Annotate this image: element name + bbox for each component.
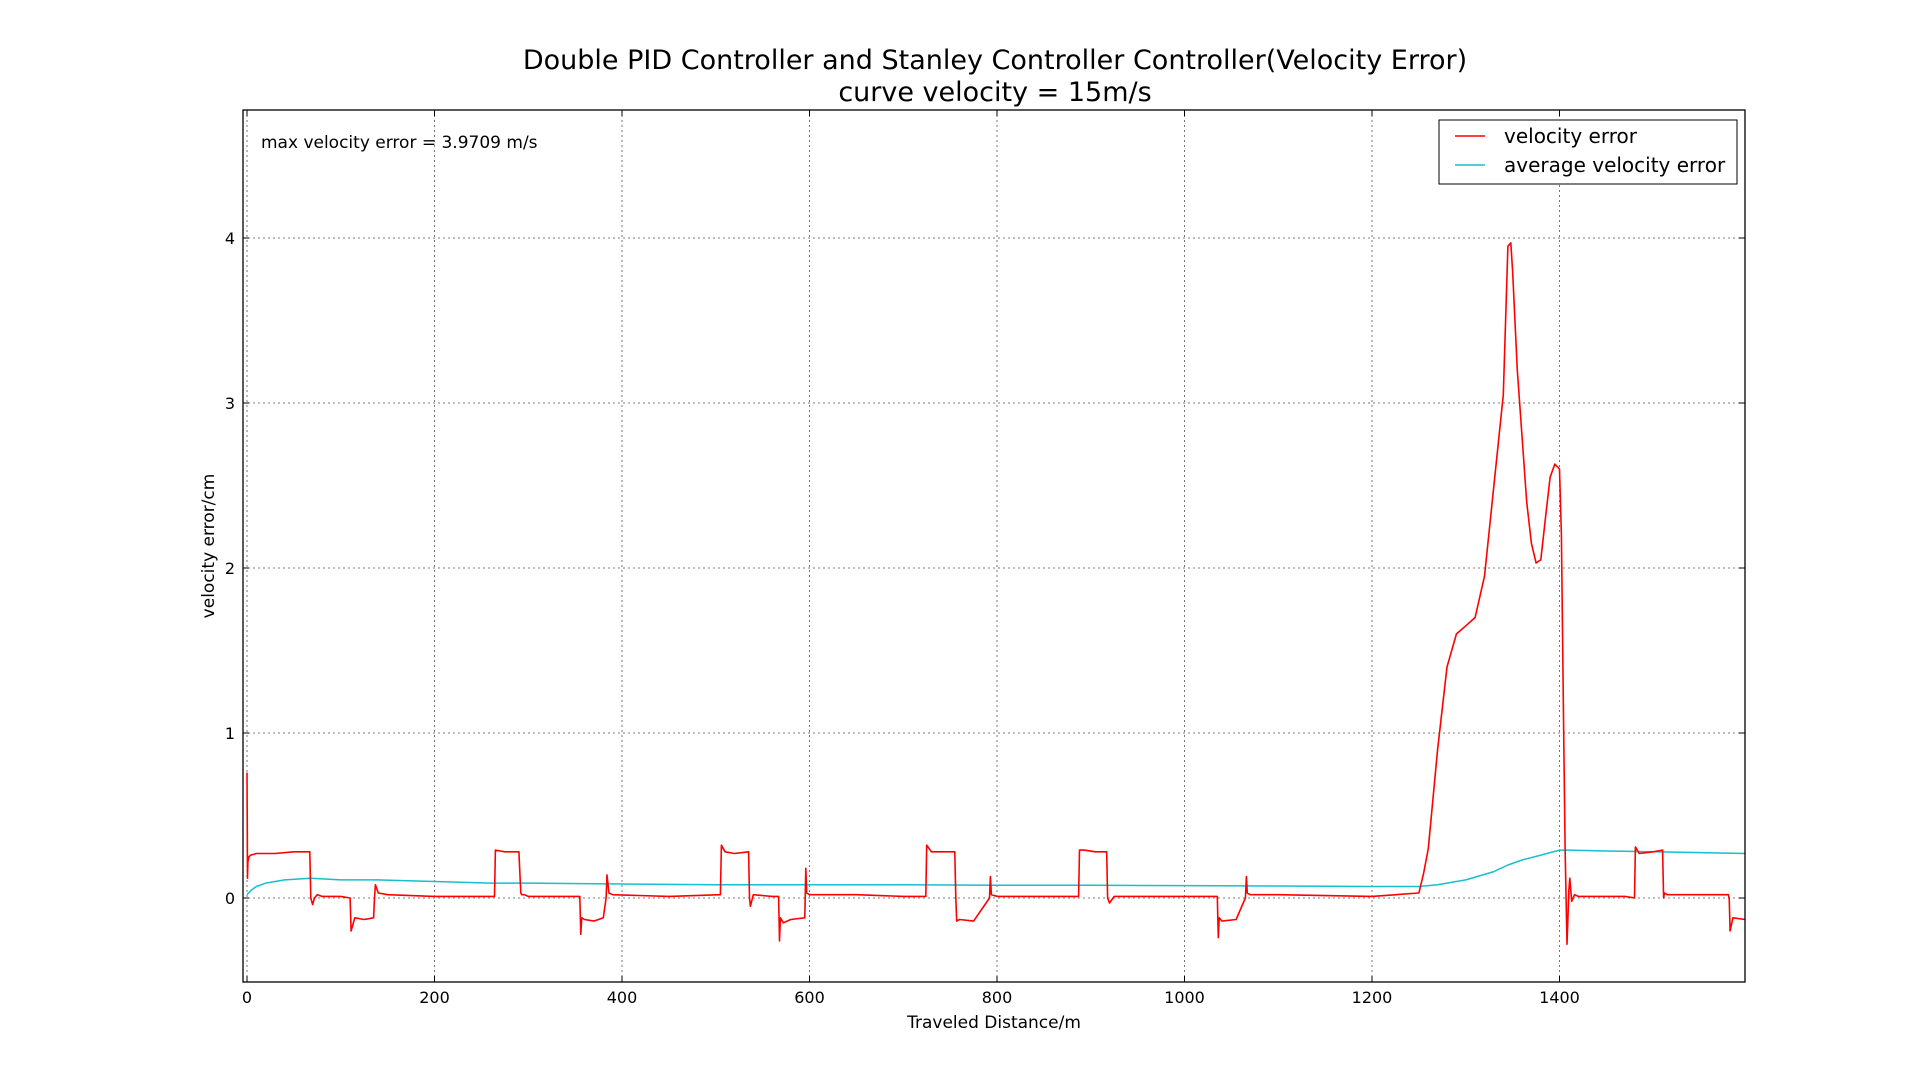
axis-ticks: 0 200 400 600 800 1000 1200 1400 0 1 2 3 4 bbox=[225, 110, 1745, 1007]
velocity-error-line bbox=[246, 242, 1746, 945]
series-layer bbox=[246, 242, 1746, 945]
plot-frame bbox=[242, 109, 1746, 983]
max-error-annotation: max velocity error = 3.9709 m/s bbox=[261, 133, 538, 153]
legend: velocity error average velocity error bbox=[1438, 119, 1738, 185]
x-tick-label: 600 bbox=[794, 988, 825, 1007]
chart-subtitle: curve velocity = 15m/s bbox=[838, 77, 1151, 108]
x-tick-label: 1200 bbox=[1352, 988, 1393, 1007]
y-tick-label: 0 bbox=[225, 889, 235, 908]
y-tick-label: 1 bbox=[225, 724, 235, 743]
chart-title: Double PID Controller and Stanley Contro… bbox=[523, 45, 1467, 76]
y-tick-label: 2 bbox=[225, 559, 235, 578]
y-axis-label: velocity error/cm bbox=[199, 474, 219, 619]
x-tick-label: 1400 bbox=[1539, 988, 1580, 1007]
y-tick-label: 4 bbox=[225, 229, 235, 248]
x-tick-label: 200 bbox=[419, 988, 450, 1007]
average-velocity-error-line bbox=[246, 849, 1746, 896]
x-tick-label: 0 bbox=[242, 988, 252, 1007]
y-tick-label: 3 bbox=[225, 394, 235, 413]
grid-lines bbox=[243, 110, 1745, 982]
legend-label-average-velocity-error: average velocity error bbox=[1504, 153, 1726, 177]
legend-box bbox=[1438, 119, 1738, 185]
x-tick-label: 1000 bbox=[1164, 988, 1205, 1007]
legend-label-velocity-error: velocity error bbox=[1504, 124, 1638, 148]
x-tick-label: 800 bbox=[982, 988, 1013, 1007]
x-axis-label: Traveled Distance/m bbox=[906, 1013, 1081, 1033]
x-tick-label: 400 bbox=[607, 988, 638, 1007]
